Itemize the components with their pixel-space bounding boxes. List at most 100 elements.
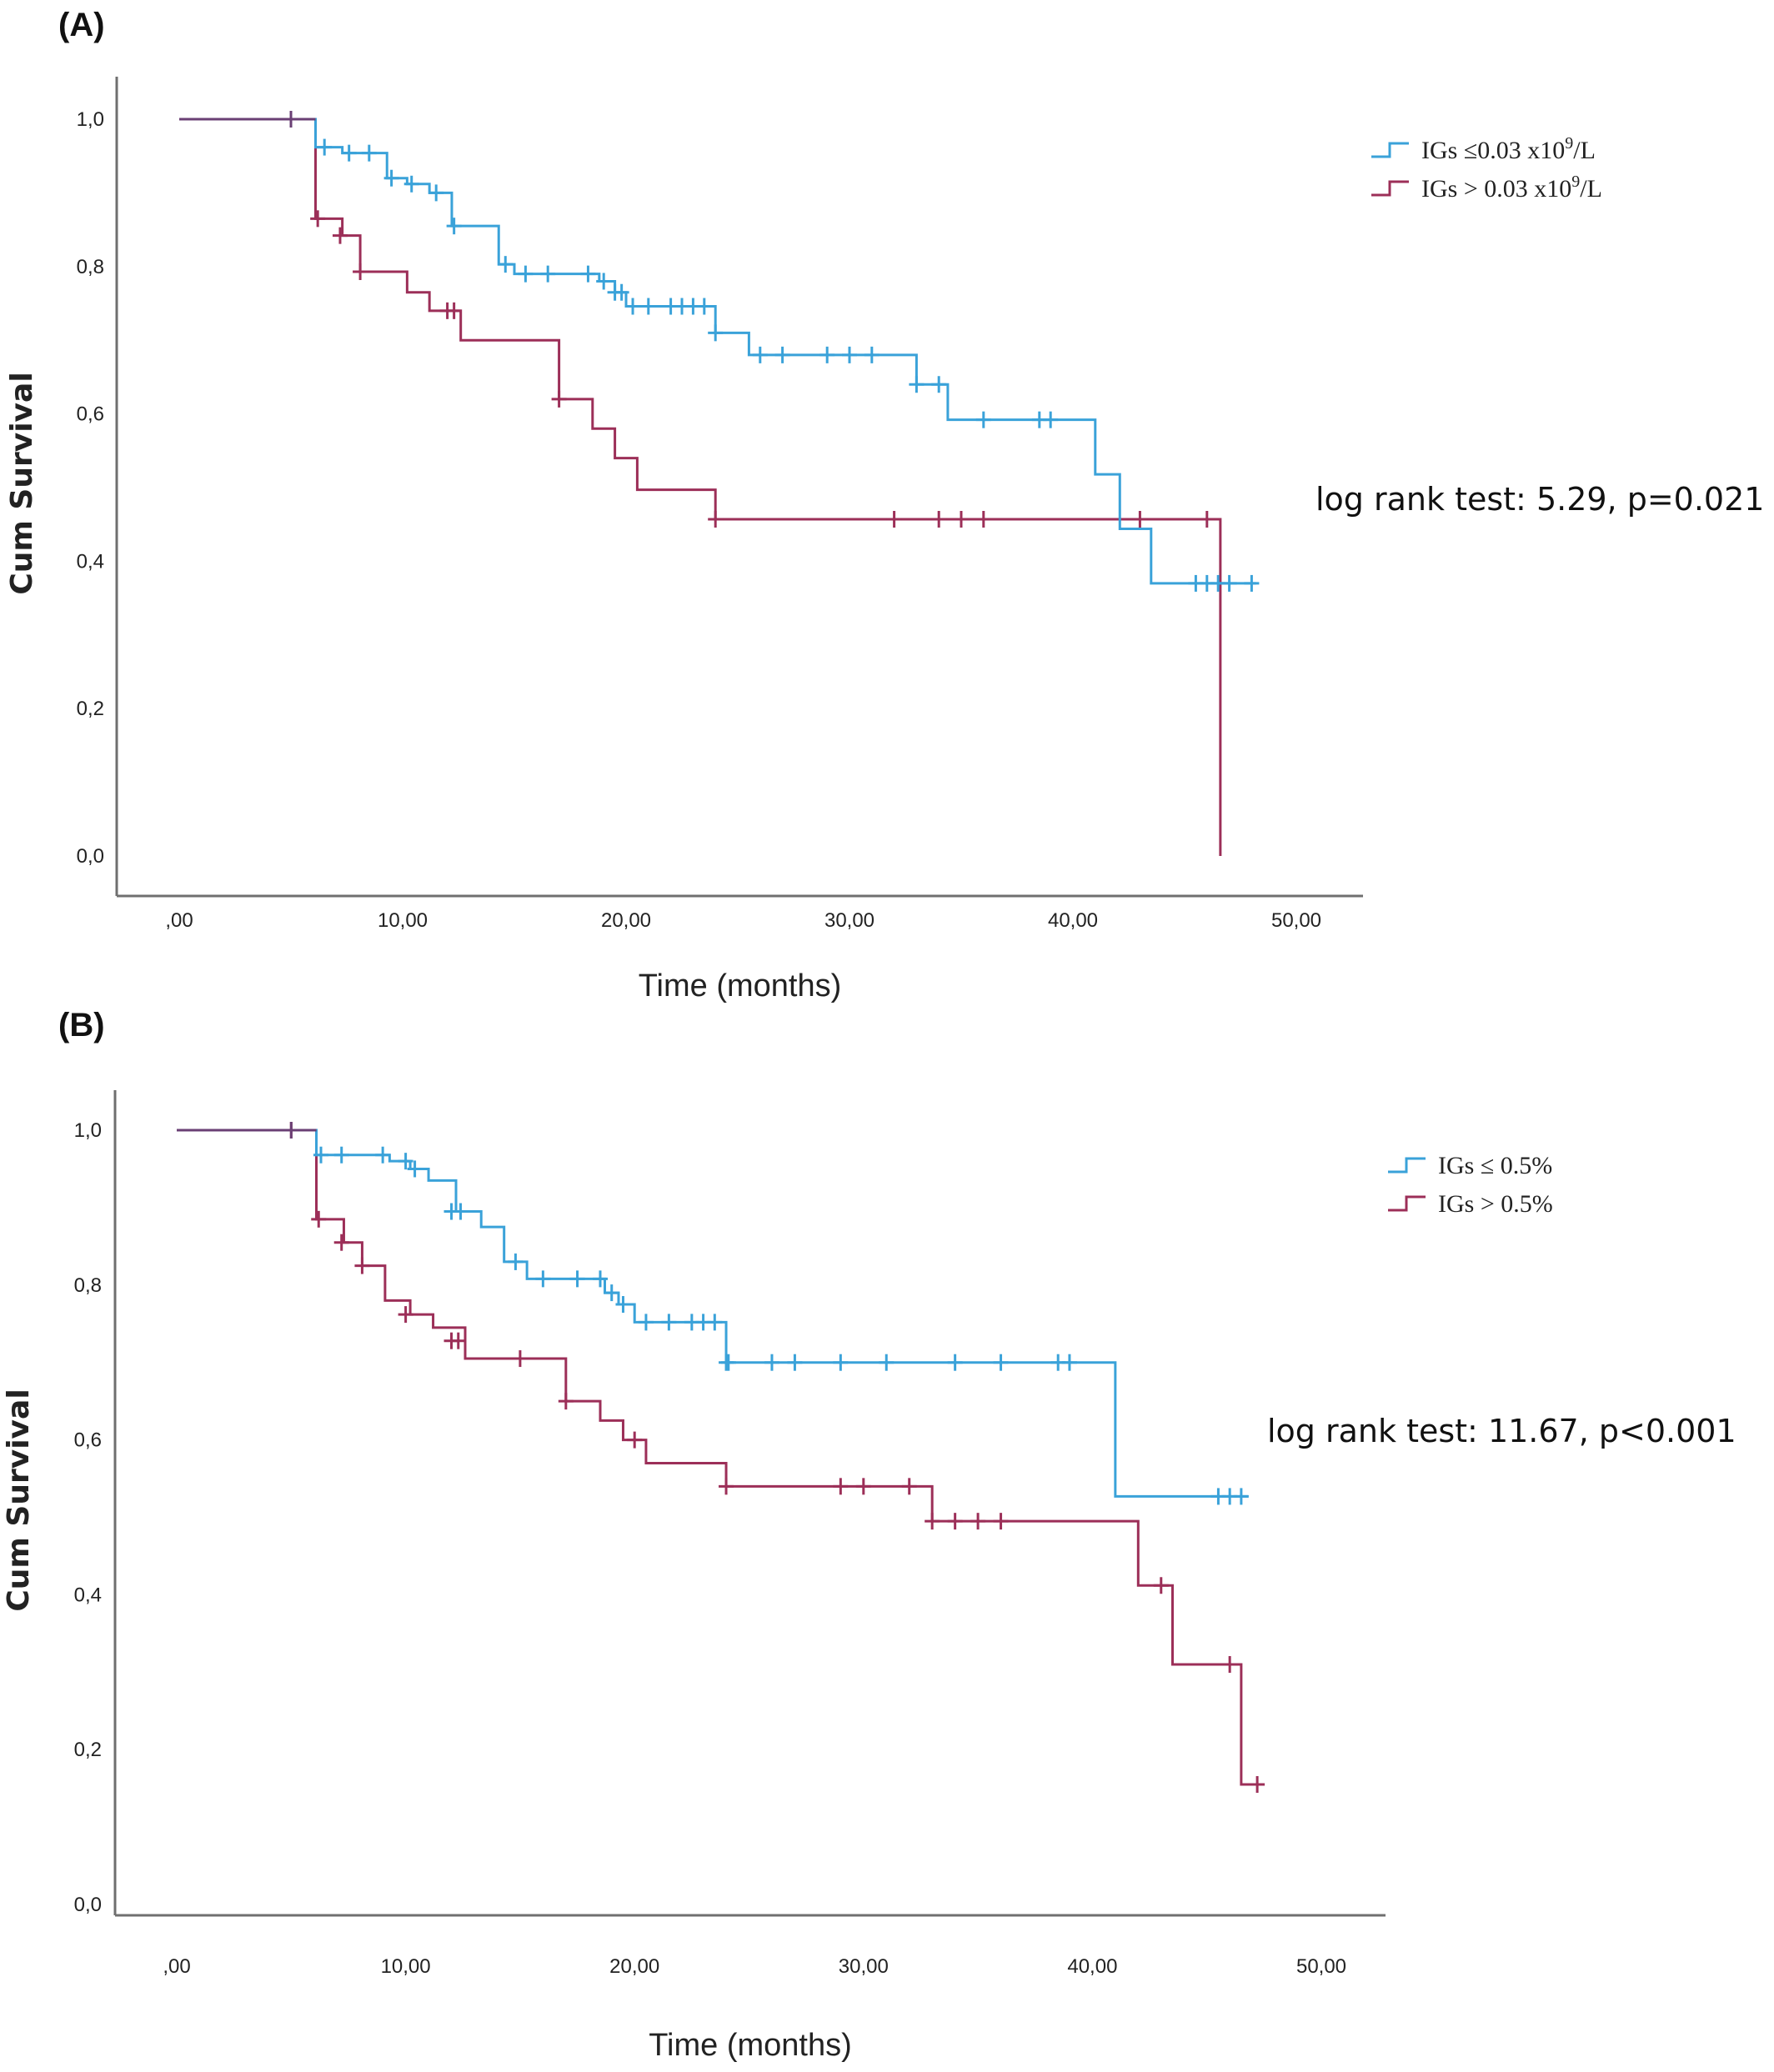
log-rank-annotation: log rank test: 5.29, p=0.021 bbox=[1315, 481, 1764, 518]
y-tick-label: 0,4 bbox=[74, 1584, 102, 1606]
x-tick-label: 10,00 bbox=[378, 909, 428, 932]
legend: IGs ≤0.03 x109/L IGs > 0.03 x109/L bbox=[1371, 134, 1602, 203]
y-tick-label: 0,4 bbox=[77, 550, 104, 573]
censor-mark bbox=[970, 1513, 986, 1530]
y-tick-label: 0,2 bbox=[74, 1739, 102, 1761]
censor-mark bbox=[638, 1314, 654, 1331]
censor-mark bbox=[708, 324, 724, 342]
censor-mark bbox=[931, 376, 947, 393]
censor-mark bbox=[1043, 411, 1059, 428]
censor-mark bbox=[333, 1234, 349, 1251]
y-tick-label: 0,0 bbox=[77, 845, 104, 868]
x-tick-label: 40,00 bbox=[1048, 909, 1098, 932]
censor-mark bbox=[925, 1513, 940, 1530]
censor-mark bbox=[901, 1478, 917, 1495]
censor-mark bbox=[774, 346, 790, 363]
censor-mark bbox=[864, 346, 879, 363]
censor-mark bbox=[353, 263, 368, 280]
panel-label-a: (A) bbox=[58, 7, 105, 43]
x-tick-label: 20,00 bbox=[601, 909, 651, 932]
legend-swatch-red bbox=[1388, 1195, 1426, 1212]
censor-mark bbox=[614, 283, 629, 301]
censor-mark bbox=[407, 1160, 423, 1178]
y-tick-label: 0,6 bbox=[77, 403, 104, 426]
censor-mark bbox=[310, 210, 326, 228]
censor-mark bbox=[383, 169, 399, 187]
legend: IGs ≤ 0.5% IGs > 0.5% bbox=[1388, 1152, 1553, 1218]
censor-mark bbox=[764, 1354, 779, 1371]
censor-mark bbox=[707, 1314, 723, 1331]
censor-mark bbox=[708, 511, 724, 528]
km-panel-a: 0,0 0,2 0,4 0,6 0,8 1,0 ,00 10,00 20,00 30,00 40,0… bbox=[5, 77, 1764, 1003]
censor-mark bbox=[403, 175, 419, 193]
x-tick-label: 10,00 bbox=[381, 1955, 431, 1978]
censor-mark bbox=[1061, 1354, 1077, 1371]
censor-mark bbox=[535, 1270, 551, 1288]
censor-mark bbox=[954, 511, 969, 528]
censor-mark bbox=[283, 111, 298, 128]
censor-mark bbox=[446, 218, 462, 235]
y-tick-label: 1,0 bbox=[74, 1119, 102, 1142]
legend-swatch-blue bbox=[1371, 142, 1409, 158]
censor-mark bbox=[625, 298, 641, 315]
censor-mark bbox=[819, 346, 835, 363]
censor-mark bbox=[947, 1513, 963, 1530]
x-tick-label: 30,00 bbox=[839, 1955, 889, 1978]
x-axis-title: Time (months) bbox=[649, 2028, 852, 2063]
censor-mark bbox=[975, 511, 991, 528]
censor-mark bbox=[341, 144, 357, 162]
censor-mark bbox=[540, 265, 556, 283]
censor-mark bbox=[1222, 1656, 1238, 1674]
censor-mark bbox=[512, 1350, 528, 1368]
censor-mark bbox=[551, 390, 567, 408]
km-curve-red bbox=[179, 118, 1222, 856]
censor-mark bbox=[498, 256, 514, 273]
km-panel-b: 0,0 0,2 0,4 0,6 0,8 1,0 ,00 10,00 20,00 30,00 40,0… bbox=[2, 1090, 1736, 2063]
y-tick-label: 0,6 bbox=[74, 1429, 102, 1452]
censor-mark bbox=[661, 1314, 677, 1331]
censor-mark bbox=[931, 511, 947, 528]
censor-mark bbox=[332, 227, 348, 244]
censor-mark bbox=[508, 1253, 524, 1270]
censor-mark bbox=[1233, 1488, 1249, 1505]
legend-label: IGs > 0.03 x109/L bbox=[1421, 173, 1602, 203]
x-tick-label: ,00 bbox=[165, 909, 193, 932]
censor-mark bbox=[311, 1210, 327, 1228]
censor-mark bbox=[1221, 574, 1237, 592]
censor-mark bbox=[453, 1203, 469, 1220]
censor-mark bbox=[361, 144, 377, 162]
x-tick-label: 50,00 bbox=[1271, 909, 1321, 932]
censor-mark bbox=[886, 511, 902, 528]
censor-mark bbox=[909, 376, 925, 393]
censor-mark bbox=[855, 1478, 871, 1495]
x-tick-label: 40,00 bbox=[1067, 1955, 1117, 1978]
y-tick-label: 0,2 bbox=[77, 698, 104, 720]
censor-mark bbox=[317, 138, 333, 156]
censor-mark bbox=[1244, 574, 1260, 592]
censor-mark bbox=[604, 1284, 619, 1302]
legend-label: IGs ≤0.03 x109/L bbox=[1421, 134, 1596, 164]
censor-mark bbox=[640, 298, 656, 315]
y-axis-title: Cum Survival bbox=[2, 1389, 36, 1611]
censor-mark bbox=[569, 1270, 585, 1288]
censor-mark bbox=[842, 346, 857, 363]
censor-mark bbox=[833, 1354, 849, 1371]
censor-mark bbox=[446, 302, 462, 319]
censor-mark bbox=[1132, 511, 1148, 528]
legend-swatch-blue bbox=[1388, 1157, 1426, 1174]
censor-mark bbox=[596, 273, 612, 290]
censor-mark bbox=[1199, 511, 1215, 528]
censor-mark bbox=[975, 411, 991, 428]
censor-mark bbox=[879, 1354, 895, 1371]
censor-mark bbox=[696, 298, 712, 315]
y-tick-label: 0,8 bbox=[77, 256, 104, 278]
censor-mark bbox=[719, 1478, 734, 1495]
censor-mark bbox=[558, 1393, 574, 1410]
panel-label-b: (B) bbox=[58, 1007, 105, 1044]
censor-mark bbox=[947, 1354, 963, 1371]
censor-mark bbox=[313, 1146, 328, 1164]
censor-mark bbox=[627, 1431, 643, 1449]
km-curve-blue bbox=[177, 1129, 1249, 1498]
x-axis-title: Time (months) bbox=[639, 968, 842, 1003]
